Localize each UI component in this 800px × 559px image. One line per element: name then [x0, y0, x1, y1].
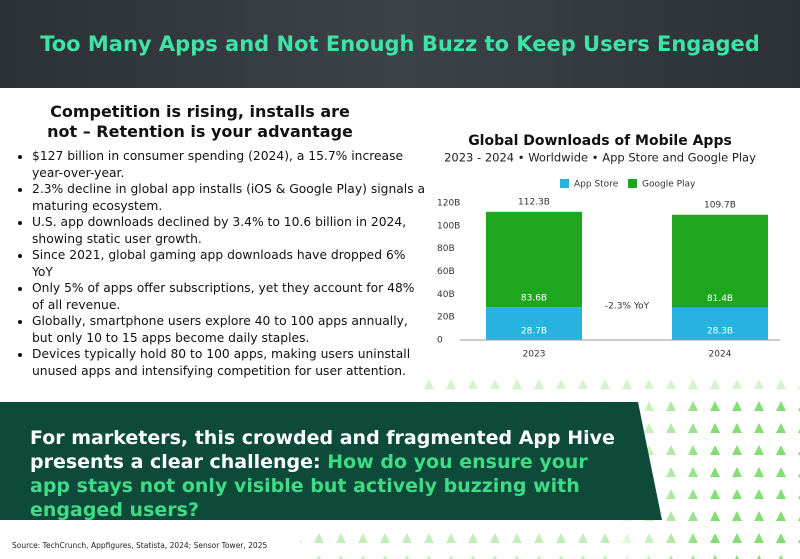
value-label: 81.4B	[707, 294, 733, 304]
bar-segment	[486, 307, 582, 340]
bullet-list: $127 billion in consumer spending (2024)…	[14, 148, 427, 379]
x-tick-label: 2023	[523, 350, 546, 360]
value-label: 83.6B	[521, 294, 547, 304]
total-label: 109.7B	[704, 200, 736, 210]
callout-panel	[0, 402, 662, 520]
header: Too Many Apps and Not Enough Buzz to Kee…	[0, 0, 800, 88]
bullet: U.S. app downloads declined by 3.4% to 1…	[32, 214, 427, 247]
bullet: 2.3% decline in global app installs (iOS…	[32, 181, 427, 214]
total-label: 112.3B	[518, 197, 550, 207]
value-label: 28.3B	[707, 327, 733, 337]
bullet: $127 billion in consumer spending (2024)…	[32, 148, 427, 181]
title: Too Many Apps and Not Enough Buzz to Kee…	[40, 32, 760, 56]
bar-segment	[486, 211, 582, 308]
bullet: Globally, smartphone users explore 40 to…	[32, 313, 427, 346]
heading: Competition is rising, installs are not …	[47, 102, 353, 141]
callout-highlight: How do you ensure your app stays not onl…	[30, 451, 588, 521]
bullet: Devices typically hold 80 to 100 apps, m…	[32, 346, 427, 379]
y-tick-label: 20B	[437, 313, 455, 323]
legend-swatch	[560, 179, 569, 188]
chart: Global Downloads of Mobile Apps 2023 - 2…	[437, 133, 780, 360]
source: Source: TechCrunch, Appfigures, Statista…	[12, 541, 268, 550]
legend-label: Google Play	[642, 180, 696, 190]
y-tick-label: 0	[437, 336, 443, 346]
bullet: Since 2021, global gaming app downloads …	[32, 247, 427, 280]
callout: For marketers, this crowded and fragment…	[30, 426, 630, 522]
bullet: Only 5% of apps offer subscriptions, yet…	[32, 280, 427, 313]
y-tick-label: 40B	[437, 290, 455, 300]
bar-segment	[672, 214, 768, 308]
chart-title: Global Downloads of Mobile Apps	[468, 133, 732, 149]
callout-text: For marketers, this crowded and fragment…	[30, 427, 615, 473]
panel-shape	[0, 402, 662, 520]
x-tick-label: 2024	[709, 350, 732, 360]
y-tick-label: 60B	[437, 267, 455, 277]
chart-subtitle: 2023 - 2024 • Worldwide • App Store and …	[444, 151, 756, 165]
legend-label: App Store	[574, 180, 619, 190]
y-tick-label: 80B	[437, 244, 455, 254]
y-tick-label: 120B	[437, 199, 460, 209]
bar-segment	[672, 307, 768, 340]
annotation: -2.3% YoY	[605, 302, 650, 312]
y-tick-label: 100B	[437, 221, 460, 231]
legend-swatch	[628, 179, 637, 188]
value-label: 28.7B	[521, 327, 547, 337]
